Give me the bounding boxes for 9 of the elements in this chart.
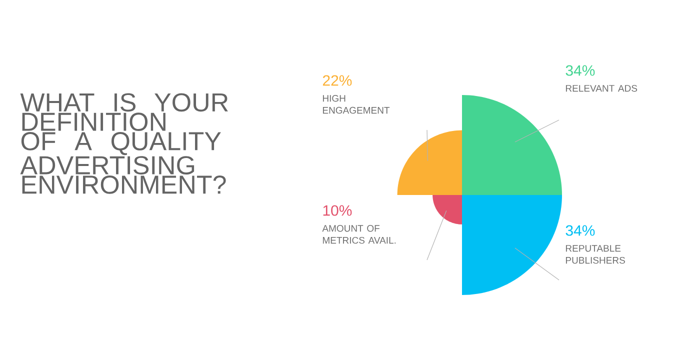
category-label: RELEVANT ADS [566,84,638,92]
category-label: REPUTABLE PUBLISHERS [566,245,625,264]
data-label: 34% [566,225,595,236]
data-label: 10% [323,205,352,216]
category-label: HIGH ENGAGEMENT [322,94,390,114]
category-label: AMOUNT OF METRICS AVAIL. [322,224,396,244]
data-label: 22% [322,75,352,86]
data-label: 34% [566,65,595,76]
text: WHAT IS YOUR DEFINITION OF A QUALITY ADVERTISING ENVIRONMENT? [20,93,228,194]
